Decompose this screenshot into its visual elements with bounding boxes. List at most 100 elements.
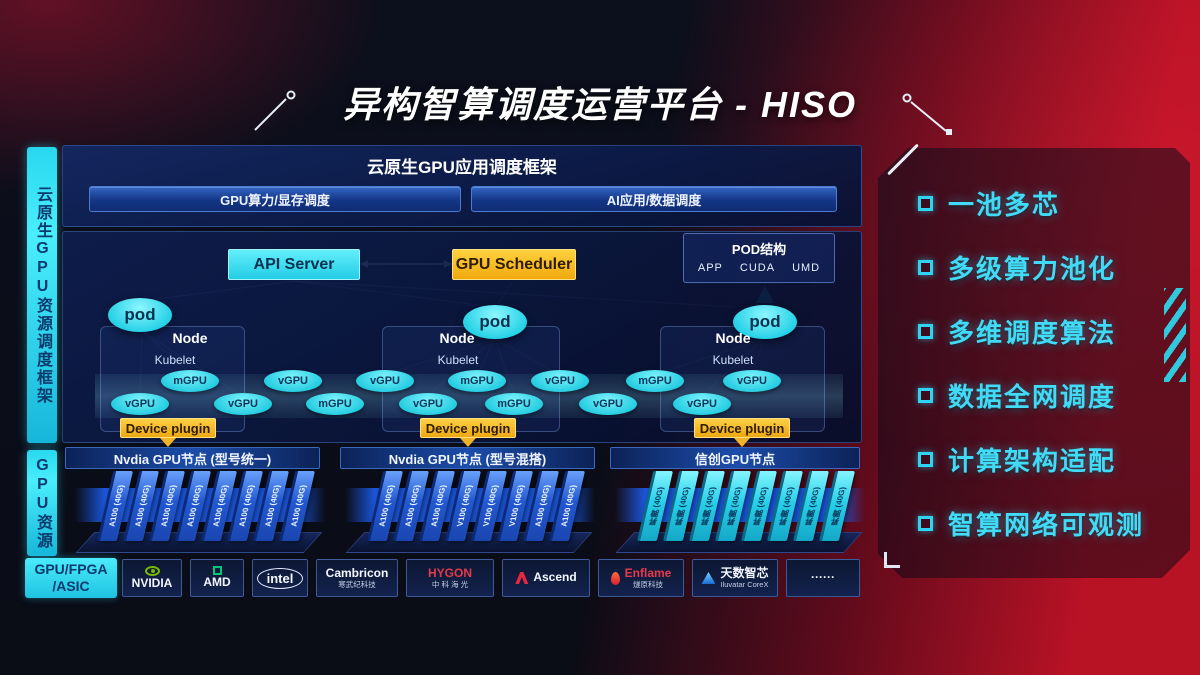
- vendor-name: AMD: [203, 575, 231, 590]
- gpu-chip-vgpu-0: vGPU: [111, 393, 169, 415]
- vendor-subname: 寒武纪科技: [338, 580, 376, 590]
- vendor-name: Cambricon: [325, 565, 389, 580]
- vendor-logo-text: ······: [811, 571, 835, 584]
- pod-structure-box: POD结构 APP CUDA UMD: [683, 233, 835, 283]
- feature-item-label: 多级算力池化: [948, 254, 1117, 284]
- hazard-stripes-icon: [1164, 288, 1186, 382]
- vendor-subname: Iluvatar CoreX: [720, 580, 769, 590]
- pod-struct-item-app: APP: [697, 262, 723, 274]
- gpu-chip-mgpu-11: mGPU: [626, 370, 684, 392]
- vendor-logo-text: Ascend: [533, 571, 576, 584]
- feature-panel: [878, 148, 1190, 578]
- nvidia-icon: [144, 565, 160, 576]
- pod-structure-title: POD结构: [731, 242, 787, 257]
- vendor-logo-AMD: AMD: [190, 559, 244, 597]
- gpu-chip-vgpu-3: vGPU: [264, 370, 322, 392]
- vendor-category-label: GPU/FPGA /ASIC: [25, 558, 117, 598]
- sidebar-gpu-resource-bar: GPU资源: [27, 450, 57, 556]
- gpu-chip-mgpu-4: mGPU: [306, 393, 364, 415]
- iluvatar-icon: [701, 572, 716, 584]
- feature-item-label: 智算网络可观测: [948, 510, 1145, 540]
- vendor-label-line2: /ASIC: [52, 578, 90, 594]
- gpu-chip-vgpu-13: vGPU: [723, 370, 781, 392]
- device-plugin-2: Device plugin: [420, 418, 516, 438]
- feature-item-5: 智算网络可观测: [918, 510, 1144, 540]
- pool-header-nvidia-uniform: Nvdia GPU节点 (型号统一): [65, 447, 320, 469]
- feature-item-label: 计算架构适配: [948, 446, 1117, 476]
- pool-header-nvidia-mixed: Nvdia GPU节点 (型号混搭): [340, 447, 595, 469]
- node-label-3: Node: [715, 330, 751, 346]
- vendor-logo-HYGON: HYGON 中 科 海 光: [406, 559, 494, 597]
- features-list: 一池多芯多级算力池化 多维调度算法 数据全网调度 计算架构适配 智算网络可观测: [918, 190, 1144, 540]
- node-label-1: Node: [172, 330, 208, 346]
- gpu-scheduler-box: GPU Scheduler: [452, 249, 576, 280]
- pod-ellipse-1: pod: [108, 298, 172, 332]
- card-stack-0: A100 (40G) A100 (40G) A100 (40G) A100 (40G)…: [75, 470, 325, 555]
- vendor-logo-text: AMD: [203, 576, 230, 589]
- pod-struct-item-cuda: CUDA: [739, 262, 776, 274]
- vendor-label-line1: GPU/FPGA: [34, 560, 108, 577]
- node-label-2: Node: [439, 330, 475, 346]
- vendor-name: NVIDIA: [131, 575, 173, 590]
- gpu-chip-mgpu-8: mGPU: [485, 393, 543, 415]
- square-bullet-icon: [918, 516, 933, 531]
- vendor-logo-text: HYGON 中 科 海 光: [427, 565, 472, 590]
- vendor-logo-Enflame: Enflame 燧原科技: [598, 559, 684, 597]
- device-plugin-3: Device plugin: [694, 418, 790, 438]
- kubelet-label-3: Kubelet: [712, 353, 754, 367]
- square-bullet-icon: [918, 452, 933, 467]
- vendor-logo-dots: ······: [786, 559, 860, 597]
- pod-ellipse-2: pod: [463, 305, 527, 339]
- gpu-chip-vgpu-6: vGPU: [399, 393, 457, 415]
- kubelet-label-1: Kubelet: [154, 353, 196, 367]
- amd-icon: [212, 566, 222, 576]
- vendor-logo-Cambricon: Cambricon 寒武纪科技: [316, 559, 398, 597]
- vendor-logo-text: NVIDIA: [131, 575, 173, 590]
- gpu-chip-mgpu-7: mGPU: [448, 370, 506, 392]
- vendor-name: HYGON: [427, 565, 472, 580]
- square-bullet-icon: [918, 260, 933, 275]
- page-title: 异构智算调度运营平台 - HISO: [342, 84, 857, 125]
- square-bullet-icon: [918, 196, 933, 211]
- vendor-logo-NVIDIA: NVIDIA: [122, 559, 182, 597]
- panel-bracket-accent: [884, 552, 900, 568]
- vendor-subname: 中 科 海 光: [431, 580, 469, 590]
- vendor-logo-Ascend: Ascend: [502, 559, 590, 597]
- vendor-logo-text: 天数智芯 Iluvatar CoreX: [720, 565, 769, 590]
- feature-item-4: 计算架构适配: [918, 446, 1144, 476]
- ascend-icon: [515, 572, 529, 584]
- gpu-chip-vgpu-2: vGPU: [214, 393, 272, 415]
- app-scheduling-panel: 云原生GPU应用调度框架 GPU算力/显存调度 AI应用/数据调度: [62, 145, 862, 227]
- square-bullet-icon: [918, 388, 933, 403]
- sidebar-framework-bar: 云原生GPU资源调度框架: [27, 147, 57, 443]
- sidebar-gpu-resource-label: GPU资源: [34, 456, 51, 550]
- vendor-logo-text: Cambricon 寒武纪科技: [325, 565, 389, 590]
- pool-header-xinchuang: 信创GPU节点: [610, 447, 860, 469]
- app-panel-title: 云原生GPU应用调度框架: [367, 158, 557, 177]
- vendor-subname: 燧原科技: [633, 580, 663, 590]
- kubelet-label-2: Kubelet: [437, 353, 479, 367]
- card-stack-1: A100 (40G) A100 (40G) A100 (40G) V100 (40G)…: [345, 470, 595, 555]
- feature-item-label: 多维调度算法: [948, 318, 1117, 348]
- feature-item-2: 多维调度算法: [918, 318, 1144, 348]
- vendor-name: 天数智芯: [720, 565, 769, 580]
- device-plugin-arrow-2: [460, 438, 476, 447]
- vendor-name: ······: [811, 570, 835, 585]
- card-stack-2: 昇腾 (40G) 昇腾 (40G) 昇腾 (40G) 昇腾 (40G) 昇腾 (40G)…: [615, 470, 865, 555]
- gpu-chip-vgpu-10: vGPU: [579, 393, 637, 415]
- pod-struct-items: APP CUDA UMD: [684, 262, 834, 274]
- vendor-logo-text: Enflame 燧原科技: [625, 566, 672, 590]
- intel-icon: intel: [256, 567, 304, 589]
- feature-item-3: 数据全网调度: [918, 382, 1144, 412]
- feature-item-label: 数据全网调度: [948, 382, 1117, 412]
- device-plugin-arrow-1: [160, 438, 176, 447]
- pod-struct-item-umd: UMD: [792, 262, 821, 274]
- feature-item-1: 多级算力池化: [918, 254, 1144, 284]
- gpu-chip-vgpu-5: vGPU: [356, 370, 414, 392]
- device-plugin-arrow-3: [734, 438, 750, 447]
- feature-item-label: 一池多芯: [948, 190, 1061, 220]
- square-bullet-icon: [918, 324, 933, 339]
- title-decor-square-right: [946, 129, 952, 135]
- gpu-chip-vgpu-9: vGPU: [531, 370, 589, 392]
